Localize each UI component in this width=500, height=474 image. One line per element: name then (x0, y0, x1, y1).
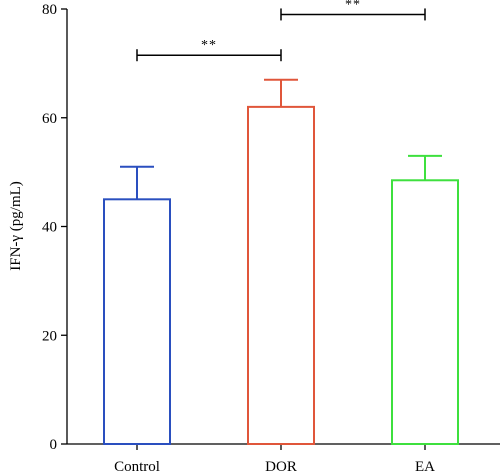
y-tick-label: 20 (42, 328, 57, 344)
x-tick-label-control: Control (114, 459, 160, 474)
significance-label: ** (201, 38, 217, 53)
significance-label: ** (345, 0, 361, 12)
x-tick-label-dor: DOR (265, 459, 297, 474)
y-axis-label: IFN-γ (pg/mL) (8, 181, 24, 271)
significance-brackets: ** ** (136, 0, 426, 62)
bar-ea (391, 179, 459, 445)
x-axis: Control DOR EA (67, 443, 500, 474)
bar-dor (247, 105, 315, 445)
bar-control (103, 198, 171, 445)
bars (103, 78, 459, 445)
y-tick-label: 0 (50, 437, 58, 453)
x-tick-label-ea: EA (415, 459, 435, 474)
y-tick-label: 80 (42, 2, 57, 18)
y-axis: 0 20 40 60 80 IFN-γ (pg/mL) (8, 2, 68, 453)
y-tick-label: 60 (42, 111, 57, 127)
y-tick-label: 40 (42, 220, 57, 236)
